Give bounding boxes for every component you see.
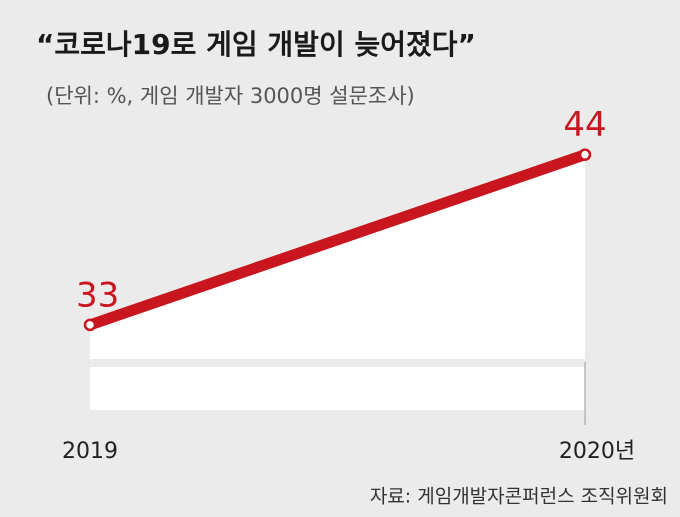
axis-break xyxy=(88,359,587,367)
chart-title: “코로나19로 게임 개발이 늦어졌다” xyxy=(36,28,476,61)
data-line xyxy=(84,149,591,331)
area-fill xyxy=(90,154,585,410)
source-note: 자료: 게임개발자콘퍼런스 조직위원회 xyxy=(370,486,668,508)
plot-area: 33 2019 44 2020년 xyxy=(62,105,635,464)
chart-subtitle: (단위: %, 게임 개발자 3000명 설문조사) xyxy=(46,84,415,108)
data-point xyxy=(578,148,592,161)
x-tick-label: 2020년 xyxy=(559,439,635,464)
data-label: 33 xyxy=(76,275,119,315)
data-label: 44 xyxy=(563,105,606,145)
x-tick-label: 2019 xyxy=(62,439,118,464)
data-point xyxy=(83,318,97,332)
